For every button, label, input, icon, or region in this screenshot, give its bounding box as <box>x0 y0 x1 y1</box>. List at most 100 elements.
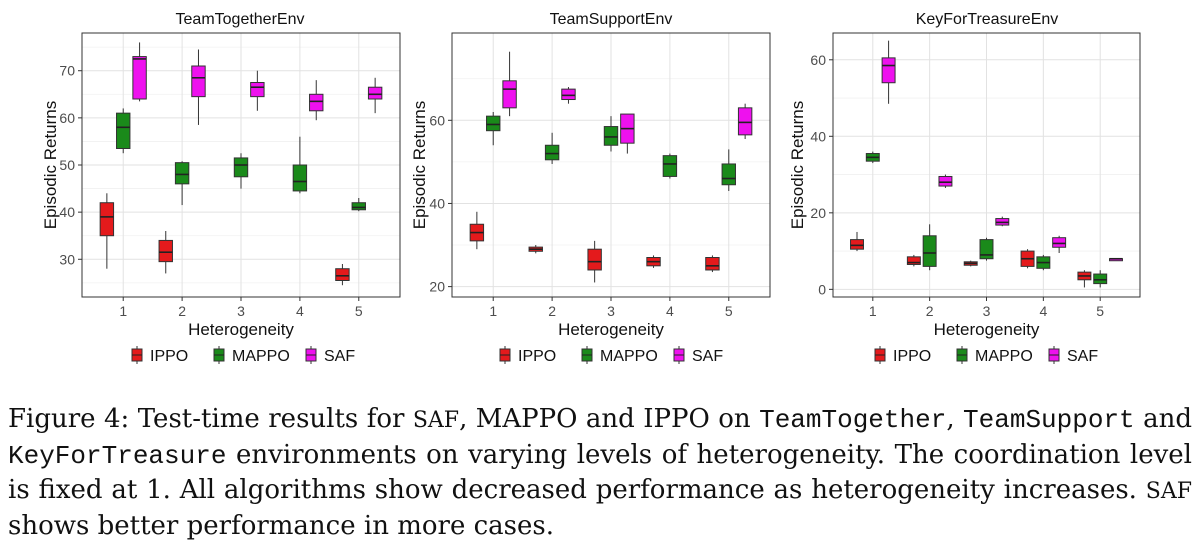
chart-title: TeamSupportEnv <box>550 11 673 28</box>
plot-border <box>81 32 401 298</box>
box-body <box>561 88 576 101</box>
y-axis-label: Episodic Returns <box>41 101 60 230</box>
box-saf-5 <box>367 77 383 114</box>
box-ippo-5 <box>705 255 720 273</box>
x-axis-label: Heterogeneity <box>558 320 664 339</box>
plot-border <box>451 32 771 298</box>
box-saf-5 <box>1109 257 1123 262</box>
box-saf-3 <box>620 113 635 154</box>
box-ippo-1 <box>99 193 115 269</box>
box-body <box>603 126 619 146</box>
box-body <box>705 257 720 271</box>
box-ippo-5 <box>335 264 350 286</box>
box-body <box>737 107 753 136</box>
box-mappo-5 <box>1093 270 1108 288</box>
box-ippo-4 <box>646 255 661 268</box>
box-body <box>335 268 350 282</box>
x-tick-label: 3 <box>983 303 991 319</box>
panel-team-together: 30 40 50 60 70 1 2 3 4 5 TeamTogetherEnv Heterogene… <box>41 11 401 365</box>
box-ippo-3 <box>963 260 978 267</box>
y-axis-label: Episodic Returns <box>410 101 429 230</box>
x-tick-label: 1 <box>119 303 127 319</box>
box-saf-4 <box>309 80 324 121</box>
y-tick-label: 60 <box>59 110 75 126</box>
caption-saf: SAF <box>412 408 460 433</box>
box-ippo-1 <box>850 231 864 252</box>
box-mappo-2 <box>544 132 560 164</box>
box-saf-5 <box>737 103 753 140</box>
caption-prefix: Figure 4: Test-time results for <box>8 404 413 434</box>
box-ippo-2 <box>528 245 543 254</box>
y-tick-label: 70 <box>59 63 75 79</box>
x-tick-label: 1 <box>869 303 877 319</box>
box-saf-2 <box>938 174 953 188</box>
x-tick-label: 5 <box>1096 303 1104 319</box>
box-body <box>233 157 249 178</box>
box-saf-1 <box>881 40 896 104</box>
box-body <box>850 239 864 250</box>
legend-label: IPPO <box>893 348 931 365</box>
legend-item-saf: SAF <box>305 346 355 365</box>
legend-item-ippo: IPPO <box>874 346 931 365</box>
box-saf-3 <box>995 216 1010 227</box>
chart-title: KeyForTreasureEnv <box>916 11 1059 28</box>
box-ippo-5 <box>1077 270 1092 288</box>
box-mappo-3 <box>233 153 249 189</box>
box-body <box>309 93 324 112</box>
box-mappo-1 <box>116 108 131 154</box>
box-ippo-2 <box>906 254 921 267</box>
box-body <box>906 256 921 265</box>
box-mappo-3 <box>979 237 994 261</box>
y-tick-label: 40 <box>810 128 826 144</box>
box-mappo-5 <box>721 149 736 191</box>
legend-label: SAF <box>1067 348 1098 365</box>
caption-sep1: , <box>946 404 964 434</box>
box-body <box>99 202 115 237</box>
box-mappo-1 <box>486 111 501 146</box>
x-tick-label: 4 <box>666 303 674 319</box>
box-mappo-1 <box>865 151 880 164</box>
box-body <box>544 144 560 161</box>
caption-part2: , MAPPO and IPPO on <box>459 404 760 434</box>
x-tick-label: 1 <box>489 303 497 319</box>
panel-team-support: 20 40 60 1 2 3 4 5 TeamSupportEnv Heterogeneity Ep… <box>410 11 771 365</box>
legend-item-mappo: MAPPO <box>581 346 658 365</box>
caption-part5: shows better performance in more cases. <box>8 511 554 541</box>
caption-env1: TeamTogether <box>759 405 947 435</box>
box-saf-2 <box>191 49 206 125</box>
legend-label: MAPPO <box>975 348 1033 365</box>
legend-item-mappo: MAPPO <box>956 346 1033 365</box>
x-axis-label: Heterogeneity <box>934 320 1040 339</box>
x-axis-label: Heterogeneity <box>188 320 294 339</box>
box-saf-4 <box>1052 235 1067 253</box>
box-body <box>116 112 131 150</box>
x-tick-label: 4 <box>1039 303 1047 319</box>
box-body <box>1093 273 1108 285</box>
box-ippo-1 <box>469 211 485 250</box>
box-body <box>250 82 265 98</box>
box-saf-3 <box>250 70 265 111</box>
caption-part3: and <box>1134 404 1192 434</box>
box-body <box>367 86 383 100</box>
legend-item-mappo: MAPPO <box>213 346 290 365</box>
box-ippo-2 <box>158 231 173 274</box>
plot-border <box>832 32 1141 298</box>
caption-saf2: SAF <box>1145 479 1192 504</box>
box-mappo-3 <box>603 116 619 152</box>
box-mappo-4 <box>662 153 678 179</box>
box-mappo-2 <box>174 161 190 206</box>
legend-item-ippo: IPPO <box>131 346 188 365</box>
chart-title: TeamTogetherEnv <box>176 11 305 28</box>
legend-label: SAF <box>692 348 723 365</box>
caption-env2: TeamSupport <box>963 405 1135 435</box>
y-tick-label: 40 <box>429 195 445 211</box>
caption-env3: KeyForTreasure <box>8 441 227 471</box>
y-tick-label: 60 <box>429 112 445 128</box>
y-tick-label: 60 <box>810 52 826 68</box>
legend-item-saf: SAF <box>1048 346 1098 365</box>
legend-label: IPPO <box>150 348 188 365</box>
box-saf-2 <box>561 87 576 104</box>
box-body <box>502 80 517 109</box>
box-ippo-4 <box>1020 249 1035 269</box>
